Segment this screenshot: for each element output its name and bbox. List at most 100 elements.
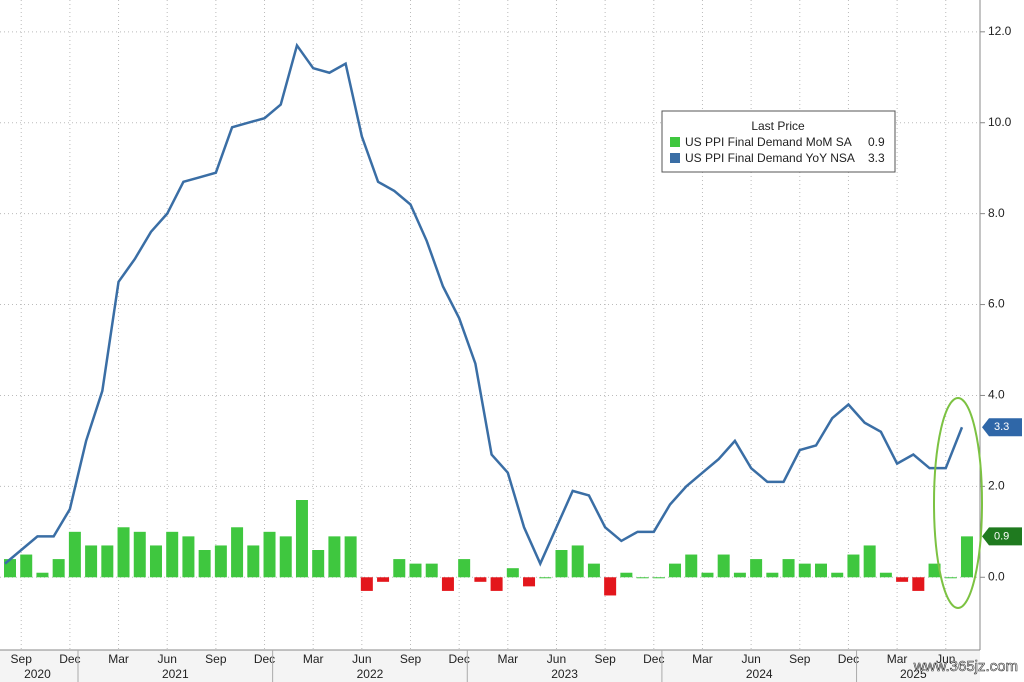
value-tag-label: 0.9 [994,530,1009,542]
bar [377,577,390,582]
legend-label: US PPI Final Demand MoM SA [685,135,852,149]
bar [68,531,81,578]
bar [766,572,779,578]
legend-value: 3.3 [868,151,885,165]
bar [604,577,617,596]
x-tick-label: Sep [594,652,616,666]
x-tick-label: Mar [692,652,713,666]
bar [182,536,195,578]
bar [166,531,179,578]
x-tick-label: Jun [158,652,177,666]
bar [750,559,763,578]
x-tick-label: Mar [303,652,324,666]
x-tick-label: Sep [11,652,33,666]
y-tick-label: 2.0 [988,479,1005,493]
legend-swatch [670,137,680,147]
bar [393,559,406,578]
legend-box [661,110,896,173]
x-tick-label: Sep [789,652,811,666]
legend: Last Price US PPI Final Demand MoM SA 0.… [661,110,896,173]
x-tick-label: Sep [400,652,422,666]
y-tick-label: 4.0 [988,388,1005,402]
y-tick-label: 0.0 [988,569,1005,583]
bar [733,572,746,578]
bar [912,577,925,591]
bar [474,577,487,582]
bar [571,545,584,578]
bar [4,559,16,578]
x-tick-label: Mar [497,652,518,666]
bar [344,536,357,578]
bar [20,554,33,578]
bar [831,572,844,578]
x-year-label: 2020 [24,667,51,681]
legend-value: 0.9 [868,135,885,149]
legend-title: Last Price [751,119,805,133]
bar [133,531,146,578]
bar [701,572,714,578]
bar [101,545,114,578]
bar [312,550,325,578]
y-tick-label: 8.0 [988,206,1005,220]
bar [247,545,260,578]
bar [36,572,49,578]
bar [214,545,227,578]
bar [587,563,600,578]
x-tick-label: Dec [448,652,469,666]
bar [928,563,941,578]
bar [409,563,422,578]
bar [620,572,633,578]
bar [441,577,454,591]
x-year-label: 2021 [162,667,189,681]
bar [52,559,65,578]
bar [295,500,308,578]
bar [652,577,665,579]
x-tick-label: Jun [352,652,371,666]
bar [328,536,341,578]
bar [847,554,860,578]
x-year-label: 2024 [746,667,773,681]
bar [555,550,568,578]
legend-swatch [670,153,680,163]
bar [879,572,892,578]
highlight-ellipse [933,397,983,609]
bar [231,527,244,578]
bar [815,563,827,578]
bar [360,577,373,591]
watermark: www.365jz.com [913,658,1018,675]
x-tick-label: Jun [741,652,760,666]
y-tick-label: 12.0 [988,24,1012,38]
legend-label: US PPI Final Demand YoY NSA [685,151,855,165]
x-tick-label: Sep [205,652,227,666]
x-tick-label: Jun [936,652,955,666]
x-axis-band [0,650,980,682]
bar [944,577,957,579]
bar [960,536,973,578]
x-tick-label: Dec [838,652,859,666]
x-tick-label: Jun [547,652,566,666]
bar [717,554,730,578]
bar [782,559,795,578]
bar [685,554,698,578]
bar [539,577,552,579]
y-tick-label: 10.0 [988,115,1012,129]
bar [149,545,162,578]
value-tag [982,527,1022,546]
bar [863,545,876,578]
x-year-label: 2022 [357,667,384,681]
value-tag [982,418,1022,437]
bar [85,545,98,578]
bar [636,577,649,579]
y-tick-label: 6.0 [988,297,1005,311]
line [4,42,964,567]
value-tag-label: 3.3 [994,421,1009,433]
bar [198,550,211,578]
x-tick-label: Dec [254,652,275,666]
bar [263,531,276,578]
bar [117,527,130,578]
x-tick-label: Mar [887,652,908,666]
x-tick-label: Dec [59,652,80,666]
x-tick-label: Mar [108,652,129,666]
x-tick-label: Dec [643,652,664,666]
